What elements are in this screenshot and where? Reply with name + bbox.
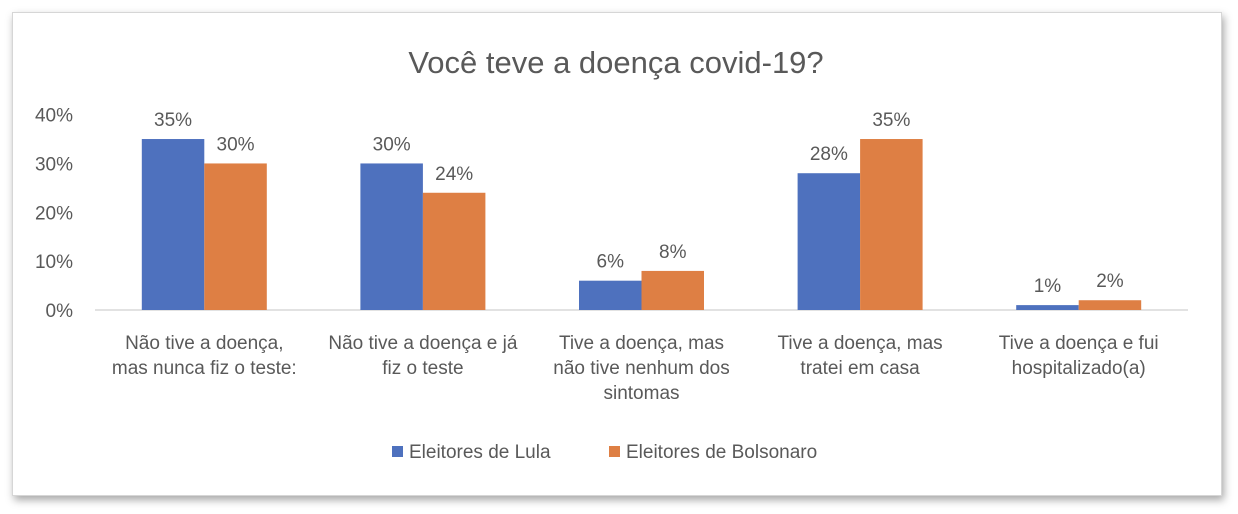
legend-swatch [392,446,403,457]
bar-lula [141,139,205,310]
x-tick-label: Não tive a doença e já [328,333,518,354]
y-tick-label: 0% [46,301,74,322]
bar-bolsonaro [860,139,923,310]
data-label: 28% [810,144,848,165]
chart-title: Você teve a doença covid-19? [408,45,823,80]
legend-label: Eleitores de Bolsonaro [626,442,817,463]
y-tick-label: 20% [35,203,73,224]
bar-lula [797,173,861,310]
x-tick-label: tratei em casa [800,358,920,379]
y-tick-label: 30% [35,154,73,175]
bar-lula [360,163,423,310]
x-tick-label: mas nunca fiz o teste: [112,358,297,379]
bar-bolsonaro [204,163,267,310]
bar-lula [1016,305,1079,310]
legend-label: Eleitores de Lula [409,442,551,463]
x-tick-label: Tive a doença e fui [999,333,1159,354]
y-tick-label: 40% [35,106,73,127]
data-label: 6% [597,252,625,273]
data-label: 35% [872,110,910,131]
bar-lula [579,280,642,310]
data-label: 2% [1096,271,1124,292]
x-tick-label: não tive nenhum dos [553,358,729,379]
data-label: 30% [373,134,411,155]
bar-bolsonaro [1078,300,1142,310]
data-label: 24% [435,164,473,185]
data-label: 30% [217,134,255,155]
x-tick-label: Tive a doença, mas [778,333,943,354]
x-tick-label: Não tive a doença, [125,333,283,354]
data-label: 35% [154,110,192,131]
y-tick-label: 10% [35,252,73,273]
x-tick-label: fiz o teste [382,358,463,379]
bar-bolsonaro [641,270,704,310]
x-tick-label: hospitalizado(a) [1012,358,1146,379]
x-tick-label: Tive a doença, mas [559,333,724,354]
x-tick-label: sintomas [603,383,679,404]
legend-swatch [609,446,620,457]
data-label: 8% [659,242,687,263]
data-label: 1% [1034,276,1062,297]
bar-bolsonaro [422,192,486,310]
